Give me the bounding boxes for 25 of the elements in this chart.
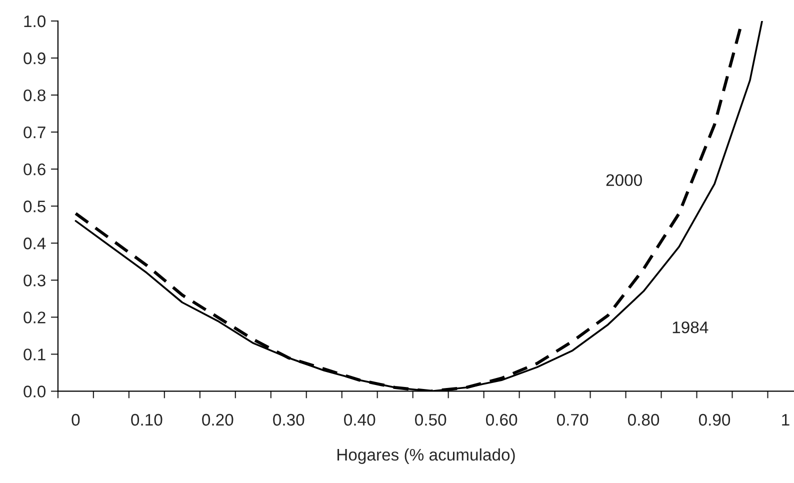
x-tick-label: 0.30 [273,414,304,426]
x-tick-label: 0 [72,414,80,426]
y-tick-label: 0.2 [24,312,46,324]
y-tick-label: 0.4 [24,238,46,250]
x-axis-title: Hogares (% acumulado) [338,448,515,464]
x-tick-label: 1 [782,414,790,426]
x-tick-label: 0.40 [344,414,376,426]
y-tick-label: 0.5 [24,200,46,212]
x-tick-label: 0.90 [698,414,730,426]
y-tick-label: 0.1 [24,348,46,360]
y-tick-label: 0.8 [24,89,46,102]
x-tick-label: 0.50 [415,414,446,426]
text: 2000 [606,174,642,186]
x-tick-label: 0.10 [131,414,162,426]
y-tick-label: 0.3 [24,274,46,286]
x-tick-label: 0.80 [628,414,660,426]
x-tick-label: 0.60 [486,414,518,426]
y-tick-label: 0.7 [24,126,46,138]
x-tick-label: 0.70 [556,414,588,426]
y-tick-label: 0.0 [24,386,46,398]
y-tick-label: 1.0 [24,15,46,28]
x-tick-label: 0.20 [202,414,234,426]
y-tick-label: 0.6 [24,164,46,176]
text: 1984 [672,321,708,334]
y-tick-label: 0.9 [24,52,46,64]
